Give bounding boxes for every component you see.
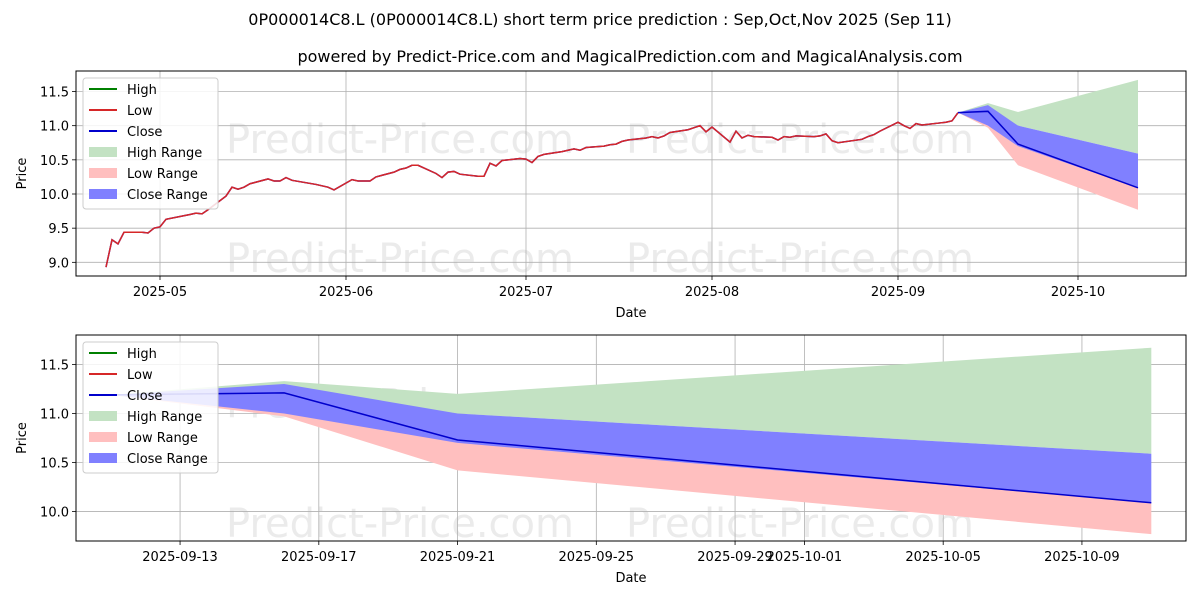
legend-swatch-patch [89,432,117,442]
y-tick-label: 10.0 [40,188,69,203]
plot-area [105,79,1139,268]
close-range-band [958,105,1138,188]
legend-swatch-patch [89,189,117,199]
y-axis-label: Price [15,422,30,454]
watermark-text: Predict-Price.com [226,501,574,547]
legend-entry-label: Low [127,104,153,119]
x-tick-label: 2025-10-01 [767,550,843,565]
x-tick-label: 2025-09-25 [559,550,635,565]
x-tick-label: 2025-09-29 [697,550,773,565]
y-tick-label: 9.0 [48,256,69,271]
x-tick-label: 2025-07 [499,285,553,300]
plot-area [110,347,1152,535]
x-tick-label: 2025-10 [1051,285,1105,300]
x-tick-label: 2025-09-21 [420,550,496,565]
y-tick-label: 11.0 [40,407,69,422]
legend-swatch-patch [89,147,117,157]
legend-entry-label: Low Range [127,431,198,446]
legend-entry-label: High [127,83,157,98]
legend-entry-label: High Range [127,410,202,425]
plot-panel-2: Predict-Price.comPredict-Price.comPredic… [15,334,1187,586]
legend-entry-label: High [127,347,157,362]
x-tick-label: 2025-08 [685,285,739,300]
legend-entry-label: Low [127,368,153,383]
plot-frame [75,70,1187,277]
legend-entry-label: Close [127,125,162,140]
legend-entry-label: Close Range [127,452,208,467]
chart-title: 0P000014C8.L (0P000014C8.L) short term p… [248,10,951,29]
low-range-band [110,392,1152,535]
legend: High Low Close High Range Low Range Close Ran… [82,341,219,474]
y-tick-label: 10.5 [40,457,69,472]
x-axis-label: Date [615,571,646,586]
y-tick-label: 10.0 [40,506,69,521]
close-range-band [110,384,1152,503]
x-tick-label: 2025-06 [319,285,373,300]
watermark-text: Predict-Price.com [226,117,574,163]
watermark-text: Predict-Price.com [626,117,974,163]
high-range-band [958,79,1138,154]
x-tick-label: 2025-10-05 [905,550,981,565]
y-tick-label: 11.0 [40,120,69,135]
close-forecast-line [957,110,1139,189]
legend-swatch-patch [89,411,117,421]
y-tick-label: 11.5 [40,358,69,373]
watermark-text: Predict-Price.com [226,236,574,282]
y-tick-label: 11.5 [40,86,69,101]
x-tick-label: 2025-09-17 [281,550,357,565]
low-series-line [105,112,959,268]
x-tick-label: 2025-05 [133,285,187,300]
x-tick-label: 2025-09-13 [142,550,218,565]
legend-entry-label: Low Range [127,167,198,182]
legend-entry-label: Close [127,389,162,404]
legend-entry-label: High Range [127,146,202,161]
plot-frame [75,334,1187,542]
watermark-text: Predict-Price.com [626,236,974,282]
x-tick-label: 2025-10-09 [1044,550,1120,565]
legend: High Low Close High Range Low Range Close Ran… [82,77,219,210]
x-tick-label: 2025-09 [871,285,925,300]
chart-subtitle: powered by Predict-Price.com and Magical… [297,47,962,66]
y-axis-label: Price [15,158,30,190]
plot-panel-1: Predict-Price.com Predict-Price.com Predic… [15,70,1187,321]
high-range-band [110,347,1152,454]
y-tick-label: 10.5 [40,154,69,169]
legend-swatch-patch [89,168,117,178]
x-axis-label: Date [615,306,646,321]
y-tick-label: 9.5 [48,222,69,237]
legend-swatch-patch [89,453,117,463]
legend-entry-label: Close Range [127,188,208,203]
